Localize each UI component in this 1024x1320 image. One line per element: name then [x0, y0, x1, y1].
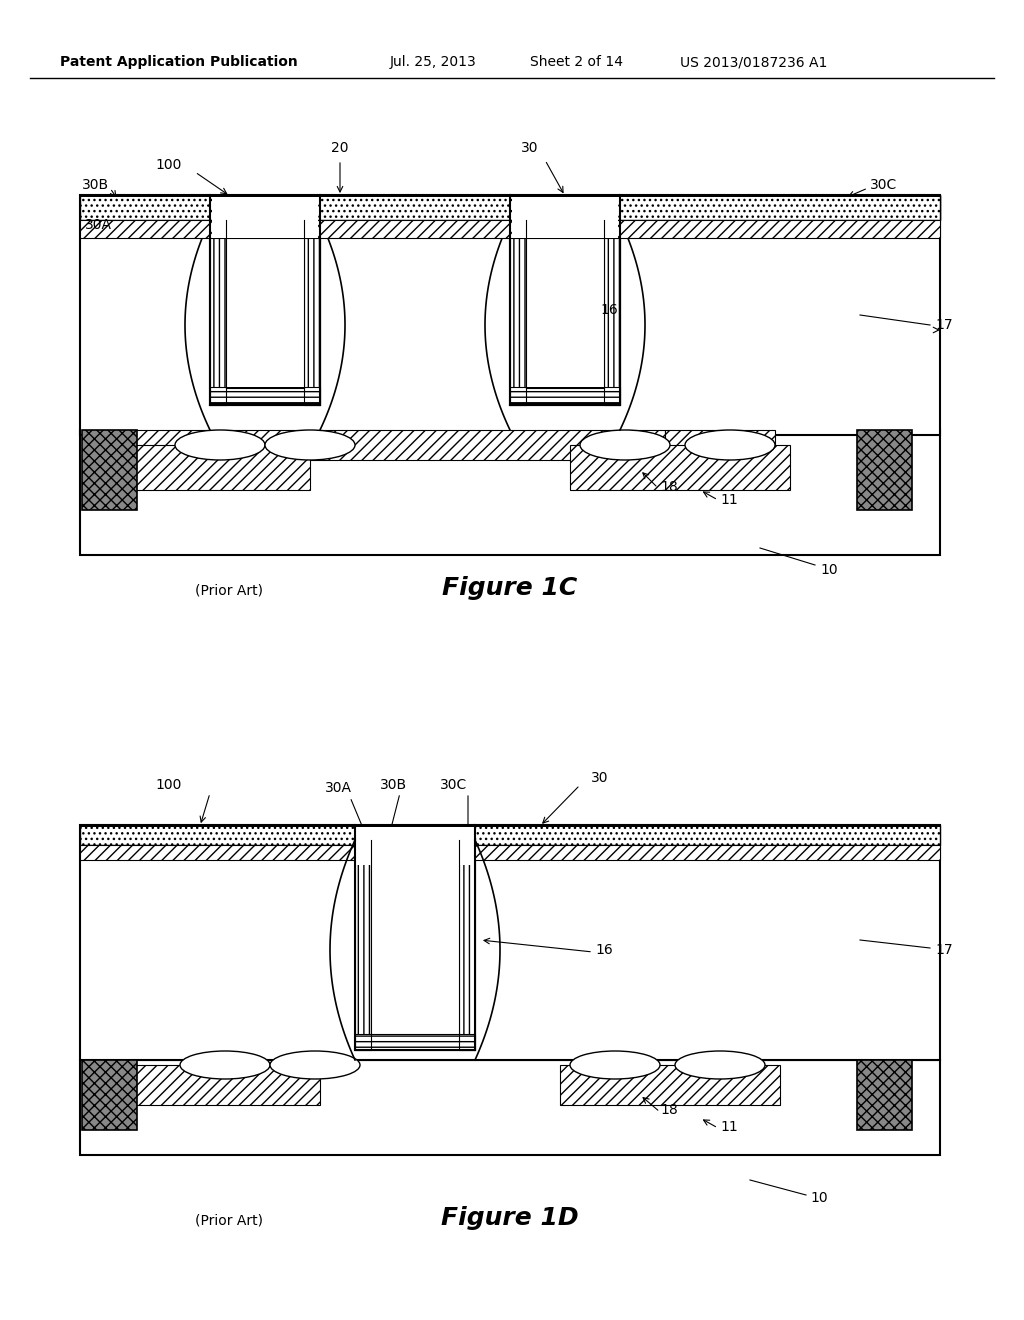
Bar — [512, 195, 618, 238]
Ellipse shape — [675, 1051, 765, 1078]
Text: 18: 18 — [660, 1104, 678, 1117]
Bar — [665, 430, 775, 459]
Bar — [510, 220, 620, 405]
Bar — [82, 430, 137, 510]
Text: 30B: 30B — [82, 178, 110, 191]
Bar — [857, 1060, 912, 1130]
Ellipse shape — [580, 430, 670, 459]
Bar — [570, 445, 790, 490]
Text: Patent Application Publication: Patent Application Publication — [60, 55, 298, 69]
Bar — [80, 1060, 940, 1155]
Bar — [371, 840, 459, 1034]
Text: 100: 100 — [155, 777, 181, 792]
Text: 11: 11 — [720, 1119, 737, 1134]
Text: 30A: 30A — [325, 781, 352, 795]
Ellipse shape — [265, 430, 355, 459]
Text: 30B: 30B — [380, 777, 408, 792]
Text: 30: 30 — [591, 771, 608, 785]
Bar — [105, 430, 215, 459]
Bar — [510, 220, 526, 405]
Bar — [355, 1034, 475, 1049]
Bar — [80, 430, 940, 554]
Bar — [210, 220, 319, 405]
Ellipse shape — [175, 430, 265, 459]
Bar — [215, 430, 665, 459]
Text: 20: 20 — [331, 141, 349, 154]
Bar — [80, 195, 940, 436]
Bar — [226, 220, 304, 387]
Bar — [459, 840, 475, 1049]
Text: 10: 10 — [810, 1191, 827, 1205]
Ellipse shape — [180, 1051, 270, 1078]
Bar — [82, 1060, 137, 1130]
Bar — [80, 825, 940, 845]
Bar — [80, 825, 940, 828]
Bar — [80, 195, 940, 220]
Text: 30A: 30A — [85, 218, 112, 232]
Bar — [355, 840, 371, 1049]
Text: Jul. 25, 2013: Jul. 25, 2013 — [390, 55, 477, 69]
Ellipse shape — [270, 1051, 360, 1078]
Bar — [80, 825, 940, 1060]
Bar — [604, 220, 620, 405]
Text: 17: 17 — [935, 318, 952, 333]
Bar — [210, 220, 226, 405]
Text: 18: 18 — [660, 480, 678, 494]
Bar — [130, 445, 310, 490]
Bar — [510, 387, 620, 403]
Bar — [857, 430, 912, 510]
Bar — [356, 825, 474, 865]
Text: 30: 30 — [521, 141, 539, 154]
Bar — [526, 220, 604, 387]
Text: 100: 100 — [155, 158, 181, 172]
Bar — [80, 220, 940, 238]
Text: 30C: 30C — [870, 178, 897, 191]
Bar — [80, 845, 940, 861]
Text: 16: 16 — [595, 942, 612, 957]
Bar — [80, 195, 940, 197]
Bar — [304, 220, 319, 405]
Text: 30C: 30C — [440, 777, 467, 792]
Text: Figure 1C: Figure 1C — [442, 576, 578, 601]
Text: US 2013/0187236 A1: US 2013/0187236 A1 — [680, 55, 827, 69]
Bar — [560, 1065, 780, 1105]
Ellipse shape — [685, 430, 775, 459]
Text: 11: 11 — [720, 492, 737, 507]
Text: 17: 17 — [935, 942, 952, 957]
Text: Sheet 2 of 14: Sheet 2 of 14 — [530, 55, 623, 69]
Bar — [210, 387, 319, 403]
Bar — [212, 195, 318, 238]
Text: 10: 10 — [820, 564, 838, 577]
Text: Figure 1D: Figure 1D — [441, 1206, 579, 1230]
Bar — [80, 195, 940, 220]
Text: (Prior Art): (Prior Art) — [195, 583, 263, 597]
Text: 16: 16 — [600, 304, 617, 317]
Bar — [130, 1065, 319, 1105]
Text: (Prior Art): (Prior Art) — [195, 1213, 263, 1228]
Ellipse shape — [570, 1051, 660, 1078]
